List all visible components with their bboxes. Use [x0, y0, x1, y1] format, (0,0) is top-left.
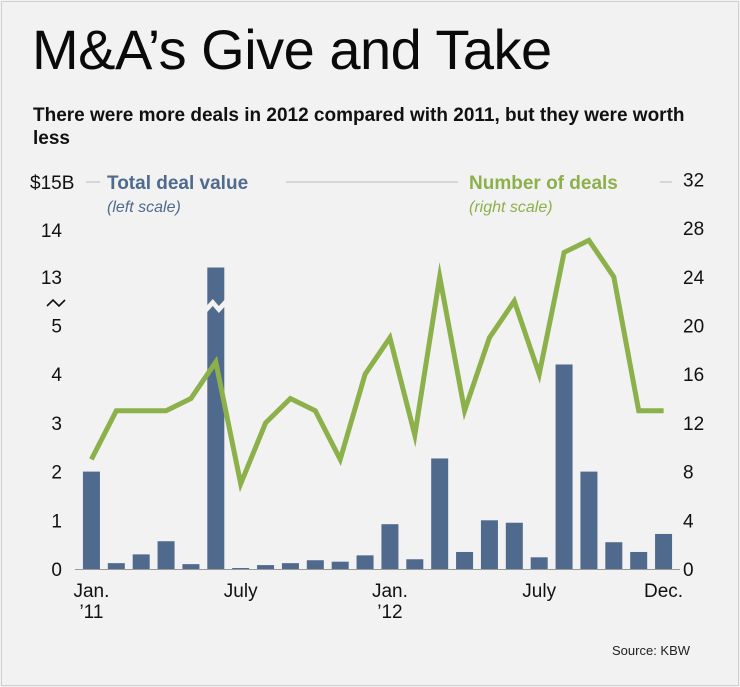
- bar-deal-value: [281, 563, 299, 569]
- bar-deal-value: [331, 561, 349, 569]
- right-axis-tick-label: 16: [683, 365, 704, 386]
- bar-deal-value: [580, 471, 598, 569]
- legend-bar-series-name: Total deal value: [107, 173, 248, 194]
- bar-deal-value: [207, 267, 225, 569]
- right-axis-tick-label: 24: [683, 268, 705, 289]
- right-axis-tick-label: 0: [683, 560, 694, 581]
- bar-deal-value: [505, 522, 523, 569]
- bar-deal-value: [356, 555, 374, 569]
- right-axis-tick-label: 8: [683, 463, 694, 484]
- right-axis-tick-label: 32: [683, 170, 704, 191]
- x-axis-tick-label: July: [522, 581, 556, 602]
- legend-line-series-note: (right scale): [469, 199, 553, 216]
- bar-deal-value: [456, 551, 474, 569]
- left-axis-tick-label: 0: [51, 560, 62, 581]
- bar-deal-value: [257, 565, 275, 569]
- legend-bar-series-note: (left scale): [107, 199, 181, 216]
- chart-subtitle: There were more deals in 2012 compared w…: [33, 105, 685, 149]
- bar-deal-value: [480, 520, 498, 569]
- left-axis-tick-label: $15B: [30, 173, 74, 194]
- bar-deal-value: [232, 568, 250, 569]
- x-axis-tick-label: ’12: [377, 602, 402, 623]
- bar-deal-value: [630, 551, 648, 569]
- right-axis-tick-label: 28: [683, 219, 704, 240]
- left-axis-tick-label: 4: [51, 365, 62, 386]
- bar-deal-value: [381, 524, 399, 569]
- left-axis-tick-label: 13: [41, 268, 62, 289]
- right-axis-tick-label: 12: [683, 414, 704, 435]
- bar-deal-value: [605, 542, 623, 569]
- bar-deal-value: [157, 541, 175, 569]
- axis-break-icon: [46, 298, 66, 308]
- left-axis-tick-label: 3: [51, 414, 62, 435]
- bar-deal-value: [182, 564, 200, 569]
- x-axis-tick-label: Jan.: [372, 581, 408, 602]
- line-deal-count: [89, 237, 664, 493]
- bar-deal-value: [306, 560, 324, 569]
- bar-deal-value: [655, 533, 673, 569]
- x-axis-tick-label: ’11: [79, 602, 103, 623]
- left-axis-tick-label: 14: [41, 221, 63, 242]
- x-axis-tick-label: July: [224, 581, 258, 602]
- left-axis-tick-label: 5: [51, 317, 62, 338]
- bar-break-icon: [206, 299, 226, 313]
- bar-deal-value: [555, 364, 573, 569]
- bar-deal-value: [82, 471, 100, 569]
- x-axis-tick-label: Dec.: [644, 581, 683, 602]
- bar-deal-value: [530, 557, 548, 569]
- bar-deal-value: [132, 554, 150, 569]
- left-axis-tick-label: 1: [51, 511, 62, 532]
- bar-deal-value: [406, 559, 424, 569]
- left-axis-tick-label: 2: [51, 463, 62, 484]
- right-axis-tick-label: 4: [683, 511, 694, 532]
- bar-deal-value: [107, 563, 125, 569]
- right-axis-tick-label: 20: [683, 317, 704, 338]
- chart-title: M&A’s Give and Take: [32, 18, 552, 81]
- source-note: Source: KBW: [612, 643, 691, 658]
- x-axis-tick-label: Jan.: [73, 581, 109, 602]
- bar-deal-value: [431, 458, 449, 569]
- legend-line-series-name: Number of deals: [469, 173, 618, 194]
